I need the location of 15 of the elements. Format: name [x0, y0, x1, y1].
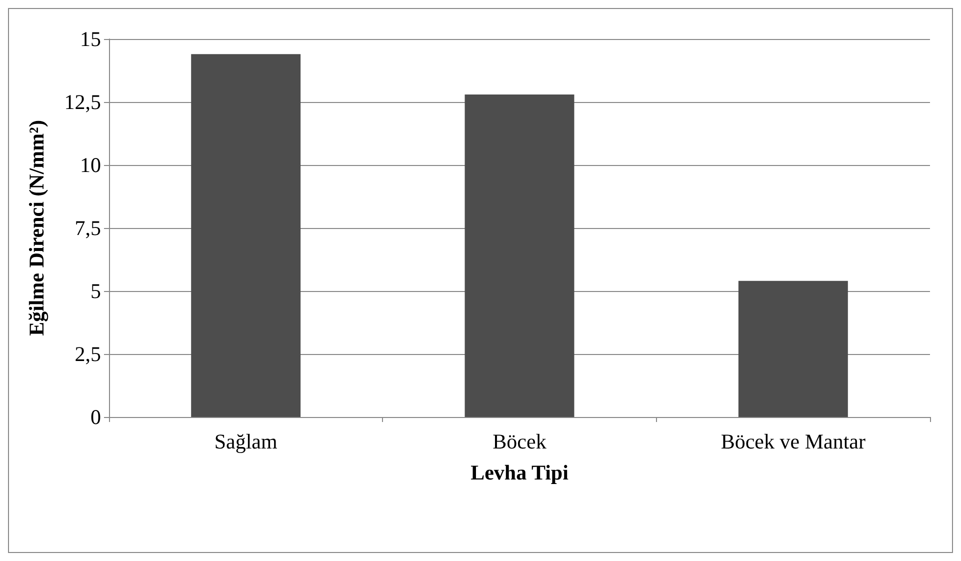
y-tick-label: 12,5 — [64, 90, 101, 114]
bar — [738, 280, 848, 417]
y-tick-label: 0 — [90, 405, 101, 429]
y-tick-label: 10 — [80, 153, 101, 177]
y-axis-title: Eğilme Direnci (N/mm²) — [24, 120, 48, 336]
y-tick-label: 15 — [80, 27, 101, 51]
bar — [464, 94, 574, 417]
x-tick-label: Böcek ve Mantar — [720, 430, 866, 454]
y-tick-label: 7,5 — [74, 216, 101, 240]
y-tick-label: 5 — [90, 279, 101, 303]
x-tick-label: Sağlam — [214, 430, 278, 454]
y-tick-label: 2,5 — [74, 342, 101, 366]
x-tick-label: Böcek — [492, 430, 547, 454]
x-axis-title: Levha Tipi — [470, 460, 569, 484]
bar — [191, 54, 301, 417]
